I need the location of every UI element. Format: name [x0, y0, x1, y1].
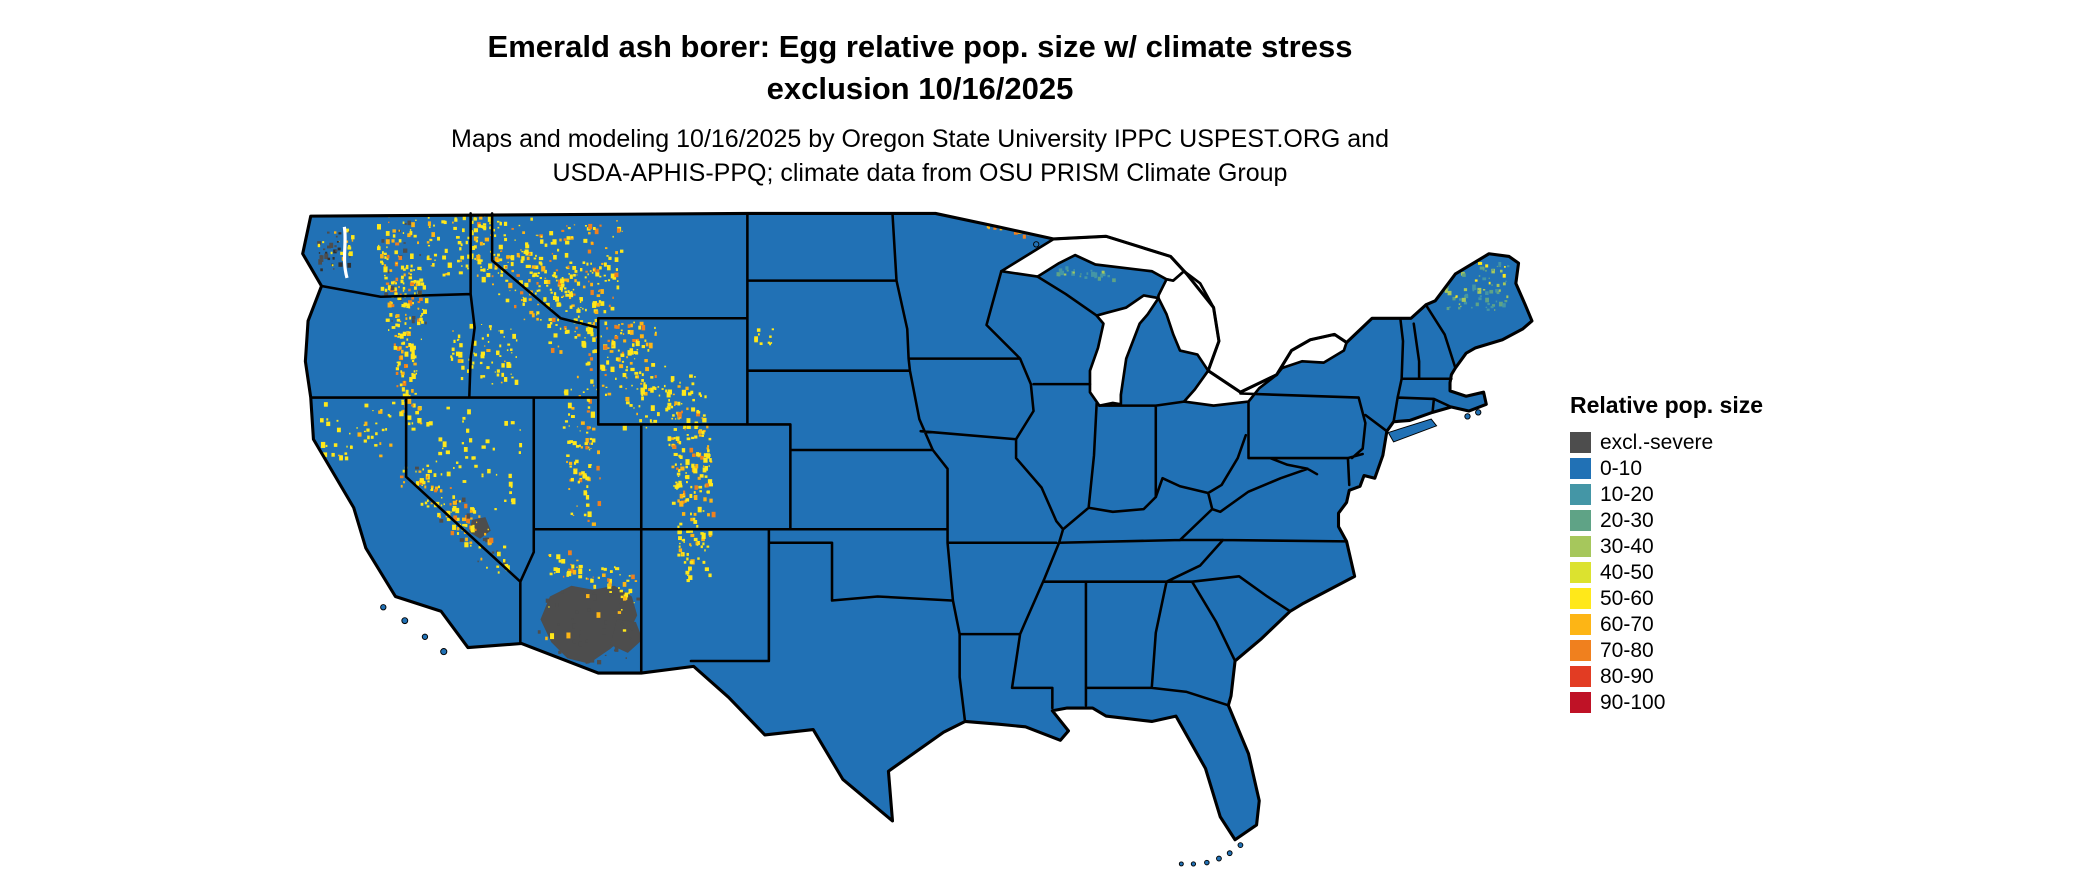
legend-item: 10-20 — [1570, 481, 1763, 507]
az-exclusion-blob-2 — [610, 619, 643, 653]
us-map-svg — [301, 211, 1534, 867]
legend-swatch — [1570, 431, 1591, 453]
legend-label: 0-10 — [1600, 456, 1643, 480]
legend-label: 70-80 — [1600, 638, 1654, 662]
legend-title: Relative pop. size — [1570, 392, 1764, 418]
title-line2: exclusion 10/16/2025 — [766, 71, 1074, 106]
florida-key — [1226, 850, 1233, 857]
legend-swatch — [1570, 509, 1591, 531]
legend-label: 30-40 — [1600, 534, 1654, 558]
legend-swatch — [1570, 613, 1591, 635]
us-landmass — [302, 213, 1532, 840]
legend-swatch — [1570, 587, 1591, 609]
legend-label: 80-90 — [1600, 664, 1654, 688]
long-island — [1387, 418, 1438, 443]
legend-swatch — [1570, 665, 1591, 687]
channel-island — [380, 604, 387, 611]
florida-key — [1178, 861, 1184, 867]
title-line1: Emerald ash borer: Egg relative pop. siz… — [487, 29, 1353, 64]
legend-items: excl.-severe 0-10 10-20 20-30 30-40 40-50 50-6… — [1570, 429, 1763, 715]
legend-label: excl.-severe — [1600, 430, 1714, 454]
legend-item: 90-100 — [1570, 689, 1763, 715]
legend-swatch — [1570, 457, 1591, 479]
legend-swatch — [1570, 535, 1591, 557]
florida-key — [1204, 859, 1210, 866]
us-outline — [301, 211, 1534, 842]
legend-label: 20-30 — [1600, 508, 1654, 532]
subtitle-line1: Maps and modeling 10/16/2025 by Oregon S… — [451, 125, 1389, 153]
legend-label: 90-100 — [1600, 690, 1666, 714]
legend-swatch — [1570, 691, 1591, 713]
channel-island — [401, 617, 409, 625]
legend-item: 30-40 — [1570, 533, 1763, 559]
legend-swatch — [1570, 483, 1591, 505]
florida-key — [1237, 842, 1244, 849]
subtitle-line2: USDA-APHIS-PPQ; climate data from OSU PR… — [552, 159, 1288, 187]
isle-royale — [1033, 241, 1040, 248]
climate-raster-speckles — [317, 213, 1510, 665]
channel-island — [440, 648, 448, 656]
legend-label: 40-50 — [1600, 560, 1654, 584]
legend-item: 60-70 — [1570, 611, 1763, 637]
islands — [380, 241, 1482, 867]
florida-key — [1216, 855, 1222, 862]
legend: Relative pop. size excl.-severe 0-10 10-20… — [1570, 392, 1763, 715]
state-borders — [309, 212, 1457, 723]
legend-item: 40-50 — [1570, 559, 1763, 585]
legend-item: 80-90 — [1570, 663, 1763, 689]
page-title: Emerald ash borer: Egg relative pop. siz… — [0, 26, 1840, 110]
legend-item: 0-10 — [1570, 455, 1763, 481]
marthas-vineyard-island — [1475, 409, 1482, 416]
legend-swatch — [1570, 639, 1591, 661]
legend-swatch — [1570, 561, 1591, 583]
legend-label: 10-20 — [1600, 482, 1654, 506]
page-subtitle: Maps and modeling 10/16/2025 by Oregon S… — [0, 122, 1840, 190]
channel-island — [421, 633, 429, 640]
florida-key — [1190, 861, 1197, 867]
legend-item: excl.-severe — [1570, 429, 1763, 455]
legend-item: 70-80 — [1570, 637, 1763, 663]
legend-item: 20-30 — [1570, 507, 1763, 533]
legend-item: 50-60 — [1570, 585, 1763, 611]
legend-label: 50-60 — [1600, 586, 1654, 610]
puget-sound — [342, 226, 349, 279]
legend-label: 60-70 — [1600, 612, 1654, 636]
nantucket-island — [1464, 413, 1471, 420]
